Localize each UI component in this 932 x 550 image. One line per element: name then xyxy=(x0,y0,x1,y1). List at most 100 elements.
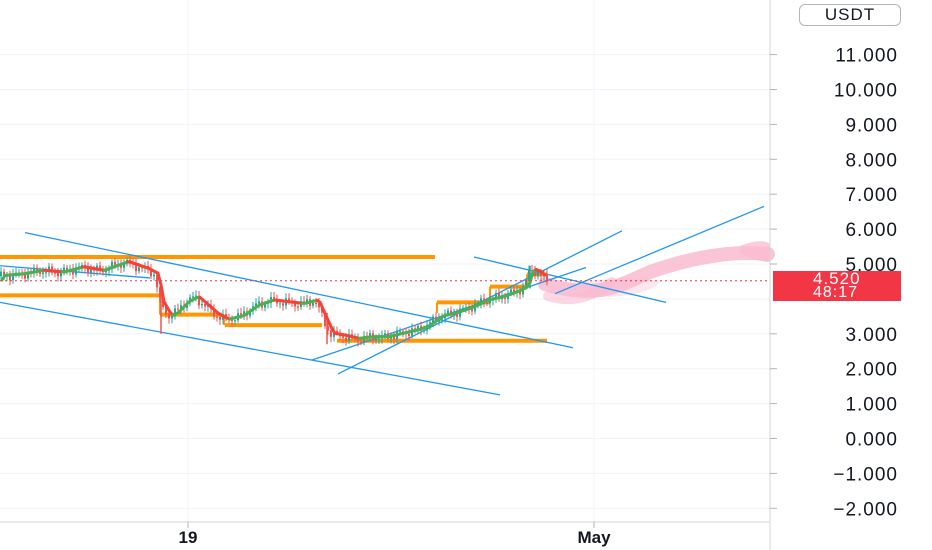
candle-body xyxy=(36,267,38,272)
time-axis[interactable]: 19 May xyxy=(0,521,770,547)
candle-body xyxy=(330,330,332,337)
candle-body xyxy=(399,331,401,333)
price-tick-label: 2.000 xyxy=(845,360,898,381)
candle-body xyxy=(462,307,464,309)
candle-body xyxy=(141,267,143,269)
candle-body xyxy=(138,267,140,272)
candle-body xyxy=(234,320,236,322)
grid xyxy=(0,0,770,522)
candle-body xyxy=(465,307,467,309)
candle-body xyxy=(54,272,56,274)
candle-body xyxy=(279,303,281,305)
candle-body xyxy=(177,308,179,310)
candle-body xyxy=(336,331,338,333)
candle-body xyxy=(435,316,437,322)
trendline[interactable] xyxy=(24,231,574,349)
projection-curve xyxy=(740,241,770,262)
candle-body xyxy=(123,263,125,268)
last-price-tag: 4.520 48:17 xyxy=(773,269,901,301)
candle-body xyxy=(201,303,203,306)
price-tick-label: 11.000 xyxy=(835,46,898,67)
moving-average xyxy=(0,260,547,340)
candle-body xyxy=(417,326,419,330)
candle-body xyxy=(531,270,533,272)
price-tick-label: 1.000 xyxy=(845,395,898,416)
candle-body xyxy=(519,291,521,295)
last-price-value: 4.520 xyxy=(813,269,861,288)
candle-body xyxy=(489,300,491,304)
price-axis[interactable]: 11.000 10.000 9.000 8.000 7.000 6.000 5.000 3.0… xyxy=(770,46,898,521)
candle-body xyxy=(81,265,83,267)
candle-body xyxy=(180,305,182,310)
candle-body xyxy=(456,313,458,317)
candle-body xyxy=(264,303,266,308)
candle-body xyxy=(342,336,344,338)
candle-body xyxy=(375,339,377,341)
candle-body xyxy=(198,295,200,306)
candle-body xyxy=(57,272,59,277)
candle-body xyxy=(150,269,152,277)
candle-body xyxy=(378,338,380,340)
candle-body xyxy=(0,271,2,277)
candle-body xyxy=(219,316,221,320)
candle-body xyxy=(3,271,5,277)
trendline[interactable] xyxy=(473,256,667,304)
candle-body xyxy=(12,274,14,281)
candle-body xyxy=(9,275,11,281)
candle-body xyxy=(384,333,386,336)
price-tick-label: 9.000 xyxy=(845,115,898,136)
candle-body xyxy=(267,303,269,305)
candle-body xyxy=(525,281,527,287)
candle-body xyxy=(243,311,245,315)
candle-body xyxy=(249,311,251,316)
candle-body xyxy=(240,313,242,315)
candle-body xyxy=(318,303,320,308)
price-tick-label: 0.000 xyxy=(845,430,898,451)
candle-body xyxy=(66,267,68,271)
price-tick-label: −1.000 xyxy=(833,464,898,485)
candle-body xyxy=(480,298,482,304)
candle-body xyxy=(546,273,548,282)
candle-body xyxy=(72,269,74,275)
candle-body xyxy=(90,269,92,274)
candle-body xyxy=(369,333,371,337)
candle-body xyxy=(192,296,194,298)
candle-body xyxy=(114,261,116,266)
candle-body xyxy=(273,297,275,299)
candle-body xyxy=(93,269,95,271)
candle-body xyxy=(471,309,473,312)
candle-body xyxy=(165,306,167,315)
trendlines[interactable] xyxy=(0,205,765,396)
ma-segment xyxy=(159,283,166,304)
candle-body xyxy=(408,333,410,337)
candle-body xyxy=(447,310,449,314)
ma-segment xyxy=(156,271,163,287)
currency-button[interactable]: USDT xyxy=(799,4,901,26)
candle-body xyxy=(120,264,122,268)
candle-body xyxy=(282,303,284,306)
projection-curve xyxy=(543,277,617,305)
candle-body xyxy=(423,330,425,332)
candle-body xyxy=(195,295,197,297)
candle-body xyxy=(75,268,77,275)
candle-body xyxy=(213,309,215,317)
candle-body xyxy=(306,299,308,303)
candle-body xyxy=(255,303,257,307)
candle-body xyxy=(153,274,155,277)
candle-body xyxy=(288,298,290,302)
candle-body xyxy=(537,272,539,276)
candle-body xyxy=(495,293,497,299)
candle-body xyxy=(258,301,260,304)
candle-body xyxy=(63,267,65,273)
candle-body xyxy=(171,316,173,319)
candle-body xyxy=(303,301,305,303)
trendline[interactable] xyxy=(0,301,501,396)
candle-body xyxy=(294,302,296,307)
candle-body xyxy=(393,336,395,340)
candle-body xyxy=(414,328,416,330)
trendline[interactable] xyxy=(554,205,765,295)
bar-countdown: 48:17 xyxy=(813,284,859,301)
candle-body xyxy=(315,302,317,304)
candle-body xyxy=(513,289,515,293)
